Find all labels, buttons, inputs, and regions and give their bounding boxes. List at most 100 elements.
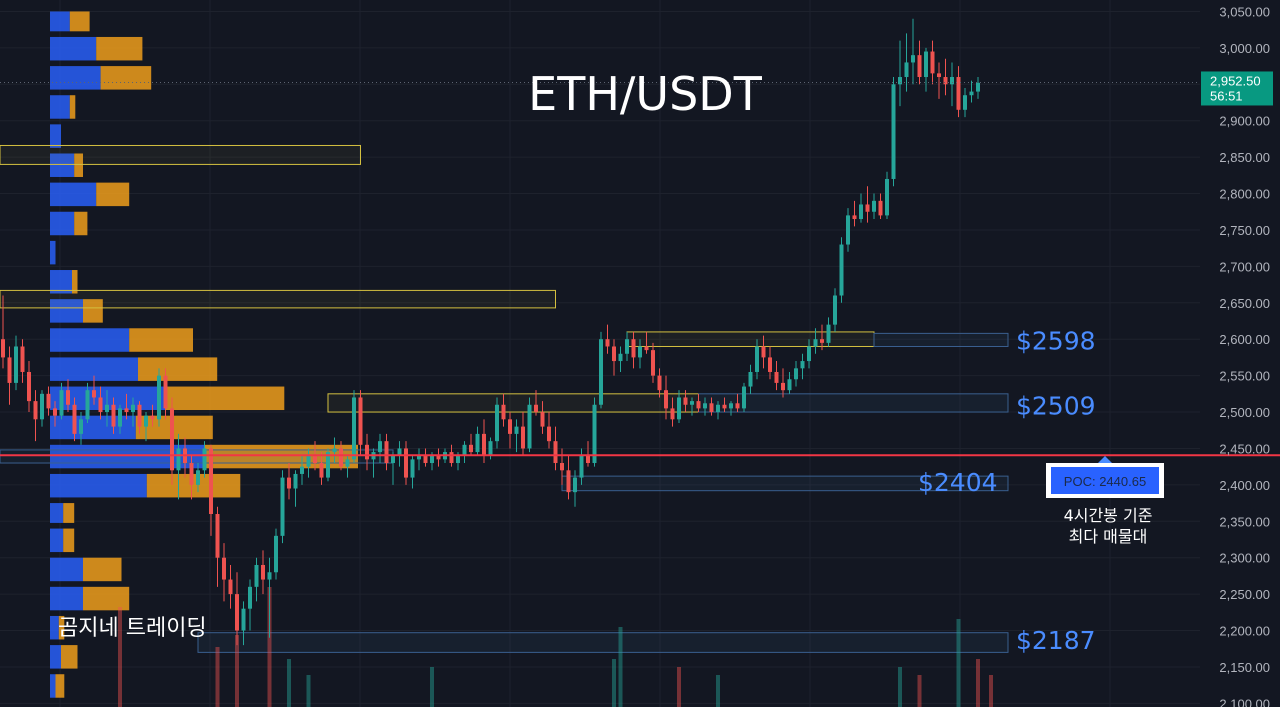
candle-98: [638, 339, 642, 369]
candle-23: [150, 404, 155, 427]
candle-35: [228, 564, 233, 609]
candle-body: [501, 404, 506, 420]
candle-39: [254, 557, 259, 602]
profile-bar-orange-11: [129, 328, 193, 352]
poc-callout: POC: 2440.65 4시간봉 기준 최다 매물대: [1046, 456, 1164, 546]
profile-bar-blue-17: [50, 503, 64, 523]
profile-bar-orange-2: [100, 66, 152, 90]
profile-bar-orange-7: [74, 211, 88, 236]
candle-body: [170, 408, 174, 471]
candle-body: [703, 403, 707, 409]
candle-body: [670, 408, 675, 420]
candle-16: [105, 390, 109, 427]
candle-body: [488, 441, 493, 456]
profile-bar-orange-18: [63, 528, 75, 553]
profile-bar-orange-0: [69, 11, 90, 32]
candle-body: [462, 444, 467, 456]
candle-2: [14, 335, 18, 391]
candle-14: [92, 375, 96, 405]
candle-77: [501, 393, 506, 427]
candle-83: [540, 401, 545, 434]
candle-123: [800, 353, 805, 380]
candle-body: [859, 204, 863, 220]
volume-bar-5: [306, 675, 311, 707]
candle-12: [79, 412, 83, 445]
candle-104: [677, 390, 681, 423]
candle-55: [358, 390, 363, 456]
level-label-0: $2598: [1016, 327, 1096, 356]
candle-130: [846, 208, 850, 252]
candle-144: [937, 62, 941, 99]
candle-body: [66, 390, 70, 405]
candle-133: [865, 186, 870, 223]
candle-56: [365, 433, 369, 471]
profile-bar-blue-13: [50, 386, 166, 411]
candle-body: [397, 448, 402, 456]
candle-51: [332, 437, 337, 464]
candle-115: [748, 364, 753, 394]
candle-76: [495, 397, 499, 449]
y-tick-label-15: 2,300.00: [1219, 551, 1270, 566]
candle-60: [391, 452, 395, 485]
candle-body: [391, 455, 395, 464]
candle-body: [215, 513, 220, 558]
candle-body: [677, 397, 681, 420]
candle-body: [755, 346, 759, 372]
candle-body: [898, 77, 902, 85]
candle-body: [53, 408, 57, 416]
candle-body: [274, 535, 278, 573]
profile-bar-blue-15: [50, 444, 204, 469]
candle-79: [514, 419, 519, 453]
profile-bar-orange-17: [63, 503, 75, 523]
candle-3: [20, 339, 25, 383]
zone-0: [0, 144, 361, 165]
candle-body: [345, 459, 350, 467]
candle-135: [878, 193, 883, 220]
chart-title: ETH/USDT: [528, 67, 763, 121]
volume-bar-10: [716, 675, 720, 707]
candle-body: [150, 415, 155, 420]
candle-body: [768, 357, 772, 372]
candle-40: [261, 550, 265, 595]
candle-82: [534, 390, 538, 416]
candle-146: [950, 62, 954, 107]
candle-102: [664, 375, 668, 420]
y-tick-label-13: 2,400.00: [1219, 478, 1270, 493]
candle-32: [209, 444, 213, 536]
candle-body: [332, 448, 337, 453]
candle-body: [293, 473, 298, 489]
candle-body: [111, 404, 116, 427]
candle-body: [254, 564, 259, 587]
candle-body: [761, 346, 766, 358]
profile-bar-orange-9: [72, 270, 78, 294]
candle-body: [469, 444, 473, 453]
candle-body: [852, 215, 857, 220]
candle-54: [352, 390, 356, 464]
candle-body: [521, 426, 525, 449]
profile-bar-blue-19: [50, 557, 83, 582]
candle-30: [196, 463, 200, 493]
candle-119: [774, 361, 779, 391]
candle-120: [781, 368, 785, 398]
candle-body: [612, 346, 616, 362]
candle-body: [410, 459, 415, 478]
candle-body: [449, 452, 454, 464]
candle-64: [417, 448, 421, 471]
candle-body: [566, 470, 571, 493]
current-price-label: 2,952.50: [1210, 73, 1261, 88]
volume-bar-1: [215, 647, 220, 707]
candle-body: [800, 361, 805, 369]
candle-body: [722, 404, 727, 409]
candle-125: [813, 328, 818, 354]
candle-body: [189, 463, 194, 485]
candle-113: [735, 393, 740, 413]
candle-body: [105, 404, 109, 413]
candle-17: [111, 397, 116, 434]
volume-bars: [118, 587, 993, 707]
candle-body: [131, 404, 135, 413]
candle-150: [976, 77, 980, 99]
candle-117: [761, 335, 766, 369]
candle-11: [72, 397, 77, 442]
profile-bar-orange-19: [83, 557, 122, 582]
